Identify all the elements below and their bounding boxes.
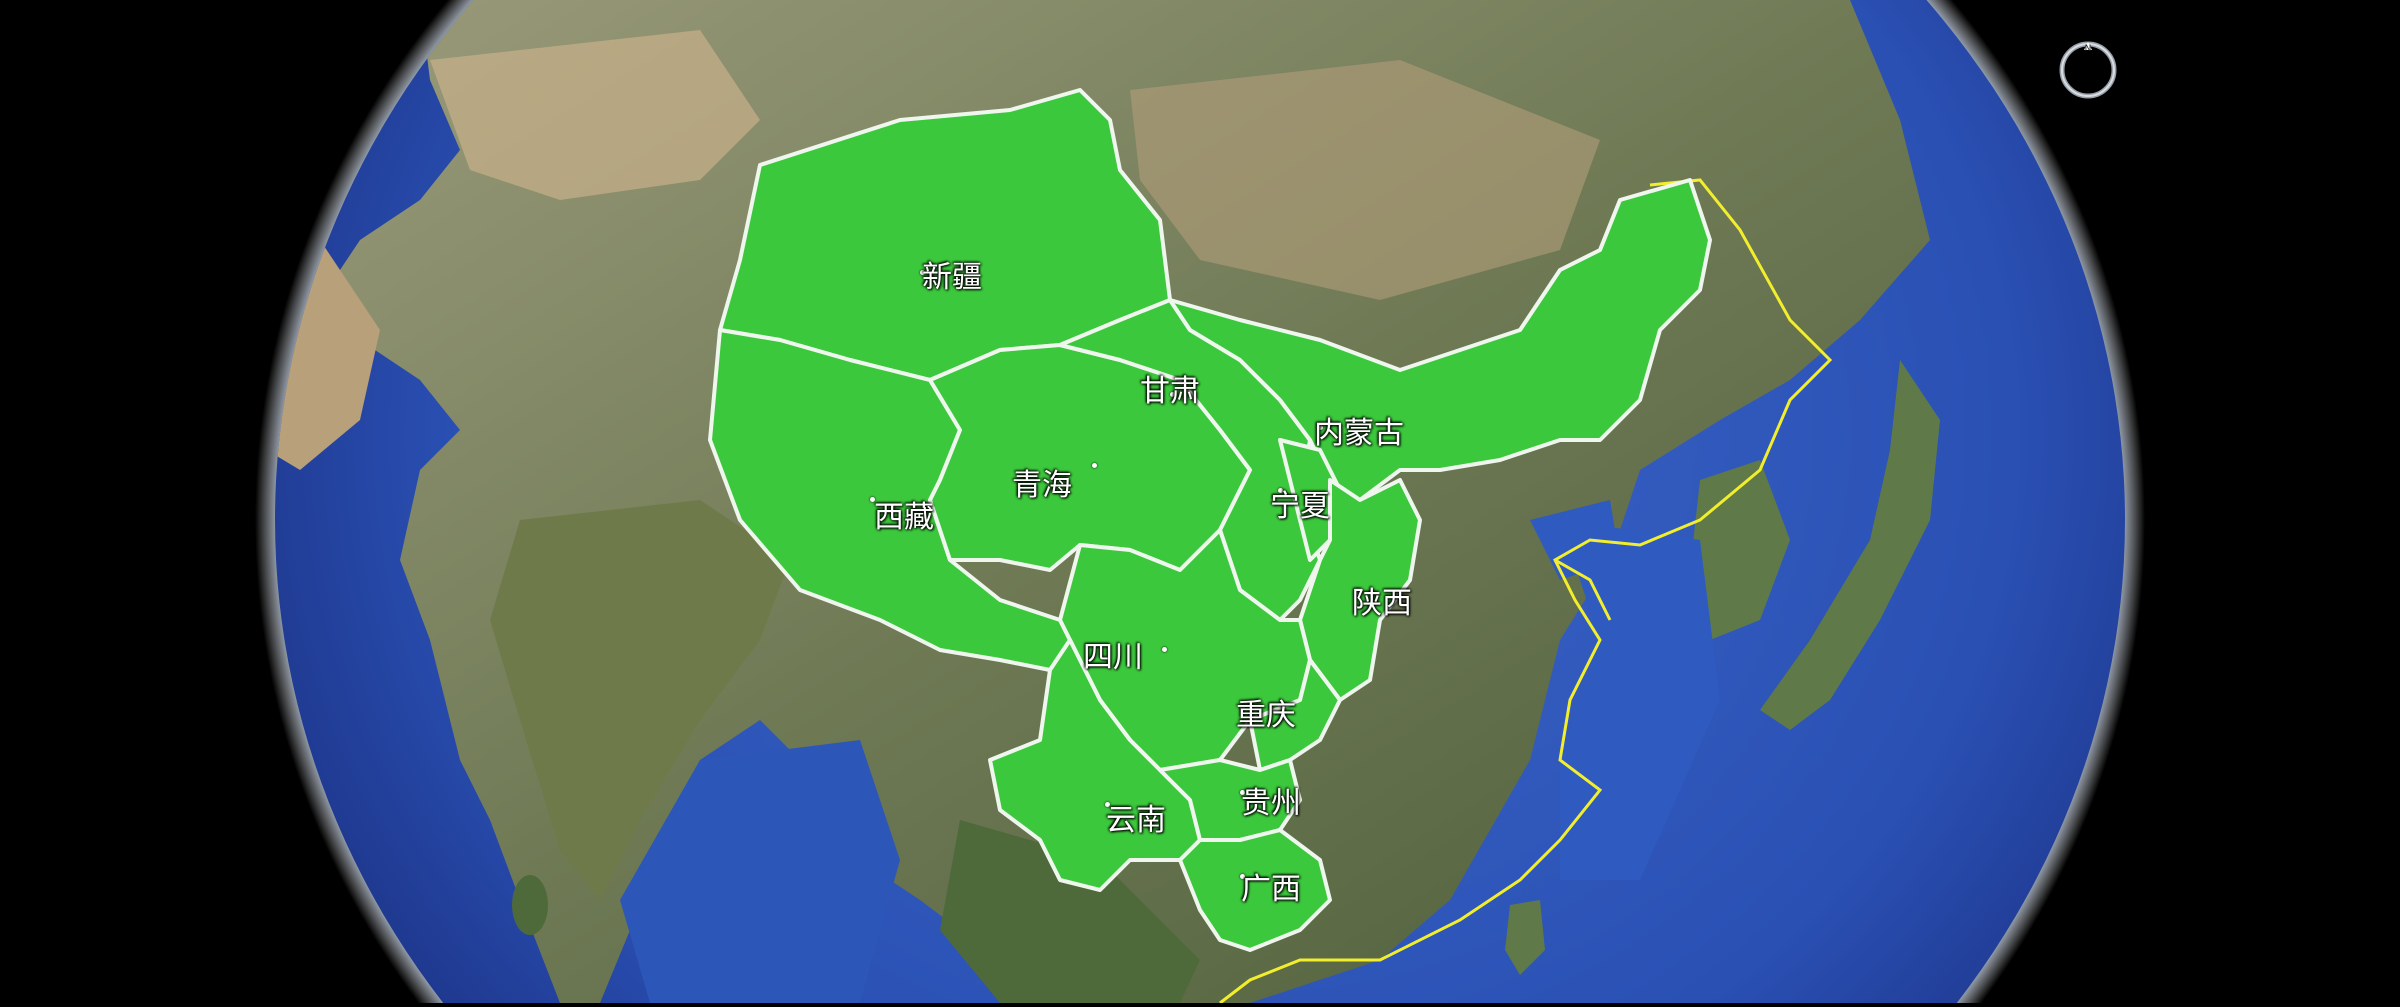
city-dot xyxy=(1278,488,1283,493)
label-gansu: 甘肃 xyxy=(1140,374,1200,409)
label-guangxi: 广西 xyxy=(1241,872,1301,907)
land-india xyxy=(490,500,790,900)
city-dot xyxy=(1170,392,1175,397)
label-yunnan: 云南 xyxy=(1106,803,1166,838)
label-chongqing: 重庆 xyxy=(1236,698,1296,733)
svg-text:N: N xyxy=(2085,44,2092,54)
coast-line-bohai xyxy=(1554,558,1612,621)
city-dot xyxy=(920,270,925,275)
land-korea xyxy=(1690,460,1790,640)
province-guangxi xyxy=(1178,828,1332,952)
compass-icon[interactable]: N xyxy=(2056,38,2120,102)
china-border xyxy=(1219,178,1833,1005)
label-sichuan: 四川 xyxy=(1083,640,1143,675)
label-xizang: 西藏 xyxy=(874,500,934,535)
province-ningxia xyxy=(1278,438,1342,562)
city-dot xyxy=(1355,590,1360,595)
land-japan xyxy=(1760,360,1940,730)
label-ningxia: 宁夏 xyxy=(1270,489,1330,524)
label-guizhou: 贵州 xyxy=(1241,786,1301,821)
province-yunnan xyxy=(988,638,1202,892)
highlighted-region xyxy=(708,88,1712,952)
land-arabia xyxy=(275,240,380,470)
label-xinjiang: 新疆 xyxy=(922,260,982,295)
bay-of-bengal xyxy=(620,740,900,1003)
province-guizhou xyxy=(1158,758,1302,842)
city-dot xyxy=(1105,802,1110,807)
land-mongolia-gobi xyxy=(1130,60,1600,300)
land-sri-lanka xyxy=(512,875,548,935)
city-dot xyxy=(1092,463,1097,468)
city-dot xyxy=(1240,790,1245,795)
city-dot xyxy=(1240,705,1245,710)
city-dot xyxy=(870,497,875,502)
label-qinghai: 青海 xyxy=(1012,468,1072,503)
city-dot xyxy=(1318,425,1323,430)
label-shaanxi: 陕西 xyxy=(1352,586,1412,621)
city-dot xyxy=(1240,874,1245,879)
province-shaanxi xyxy=(1298,478,1422,702)
city-dot xyxy=(1162,647,1167,652)
label-neimenggu: 内蒙古 xyxy=(1314,416,1404,451)
land-desert-northwest xyxy=(430,30,760,200)
land-indochina xyxy=(940,820,1200,1003)
bohai-sea xyxy=(1530,500,1620,580)
land-taiwan xyxy=(1505,900,1545,975)
